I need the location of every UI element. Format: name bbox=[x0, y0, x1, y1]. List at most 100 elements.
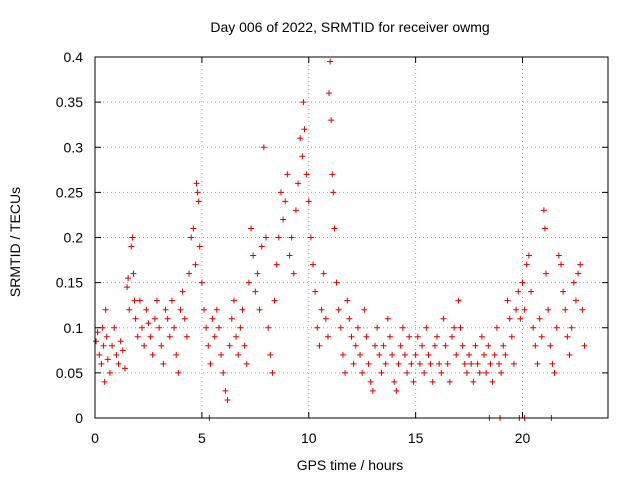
data-point bbox=[528, 288, 535, 295]
data-point bbox=[190, 225, 197, 232]
data-point bbox=[226, 342, 233, 349]
data-point bbox=[173, 351, 180, 358]
data-point bbox=[474, 360, 481, 367]
data-point bbox=[328, 117, 335, 124]
data-point bbox=[149, 351, 156, 358]
data-point bbox=[575, 270, 582, 277]
data-point bbox=[335, 306, 342, 313]
x-tick-label: 0 bbox=[91, 430, 99, 446]
data-point bbox=[564, 333, 571, 340]
data-point bbox=[440, 315, 447, 322]
data-point bbox=[252, 288, 259, 295]
data-point bbox=[419, 342, 426, 349]
data-point bbox=[372, 342, 379, 349]
data-point bbox=[235, 351, 242, 358]
data-point bbox=[455, 297, 462, 304]
data-point bbox=[305, 198, 312, 205]
y-tick-label: 0.2 bbox=[64, 230, 84, 246]
data-point bbox=[300, 99, 307, 106]
data-point bbox=[318, 306, 325, 313]
data-point bbox=[228, 315, 235, 322]
data-point bbox=[256, 306, 263, 313]
data-point bbox=[119, 347, 126, 354]
data-point bbox=[555, 252, 562, 259]
x-axis-label: GPS time / hours bbox=[297, 457, 404, 473]
data-point bbox=[374, 324, 381, 331]
data-point bbox=[241, 342, 248, 349]
data-point bbox=[267, 351, 274, 358]
data-point bbox=[222, 387, 229, 394]
data-point bbox=[104, 356, 111, 363]
data-point bbox=[365, 360, 372, 367]
data-point bbox=[327, 58, 334, 65]
data-point bbox=[102, 306, 109, 313]
data-point bbox=[282, 198, 289, 205]
data-point bbox=[168, 297, 175, 304]
data-point bbox=[111, 324, 118, 331]
data-point bbox=[295, 180, 302, 187]
data-point bbox=[98, 360, 105, 367]
data-point bbox=[250, 252, 257, 259]
data-point bbox=[540, 207, 547, 214]
data-point bbox=[508, 333, 515, 340]
data-point bbox=[478, 333, 485, 340]
data-point bbox=[183, 333, 190, 340]
data-point bbox=[215, 324, 222, 331]
data-point bbox=[284, 171, 291, 178]
data-point bbox=[147, 333, 154, 340]
data-point bbox=[339, 351, 346, 358]
data-point bbox=[94, 329, 101, 336]
data-point bbox=[124, 284, 131, 291]
data-point bbox=[239, 306, 246, 313]
data-point bbox=[245, 279, 252, 286]
data-point bbox=[416, 360, 423, 367]
data-point bbox=[324, 333, 331, 340]
data-point bbox=[352, 342, 359, 349]
y-tick-label: 0.1 bbox=[64, 320, 84, 336]
data-point bbox=[299, 153, 306, 160]
data-point bbox=[103, 333, 110, 340]
data-point bbox=[412, 351, 419, 358]
data-point bbox=[489, 378, 496, 385]
data-point bbox=[504, 297, 511, 304]
data-point bbox=[153, 297, 160, 304]
data-point bbox=[577, 261, 584, 268]
data-point bbox=[126, 306, 133, 313]
data-point bbox=[164, 315, 171, 322]
data-point bbox=[525, 252, 532, 259]
data-point bbox=[354, 324, 361, 331]
data-point bbox=[233, 333, 240, 340]
data-point bbox=[117, 338, 124, 345]
data-point bbox=[376, 351, 383, 358]
data-point bbox=[502, 351, 509, 358]
data-point bbox=[326, 90, 333, 97]
data-point bbox=[93, 338, 100, 345]
data-point bbox=[312, 288, 319, 295]
data-point bbox=[500, 342, 507, 349]
data-point bbox=[491, 351, 498, 358]
y-tick-label: 0.05 bbox=[56, 365, 83, 381]
data-point bbox=[468, 360, 475, 367]
data-point bbox=[581, 342, 588, 349]
data-point bbox=[269, 369, 276, 376]
data-point bbox=[145, 320, 152, 327]
data-point bbox=[193, 180, 200, 187]
data-point bbox=[470, 378, 477, 385]
data-point bbox=[254, 270, 261, 277]
data-point bbox=[348, 333, 355, 340]
data-point bbox=[130, 270, 137, 277]
data-point bbox=[136, 297, 143, 304]
data-point bbox=[404, 369, 411, 376]
data-point bbox=[523, 261, 530, 268]
data-point bbox=[495, 360, 502, 367]
data-point bbox=[427, 360, 434, 367]
data-point bbox=[579, 306, 586, 313]
data-point bbox=[397, 342, 404, 349]
data-point bbox=[487, 360, 494, 367]
data-point bbox=[106, 369, 113, 376]
data-point bbox=[506, 315, 513, 322]
data-point bbox=[367, 378, 374, 385]
data-point bbox=[101, 378, 108, 385]
data-point bbox=[359, 369, 366, 376]
